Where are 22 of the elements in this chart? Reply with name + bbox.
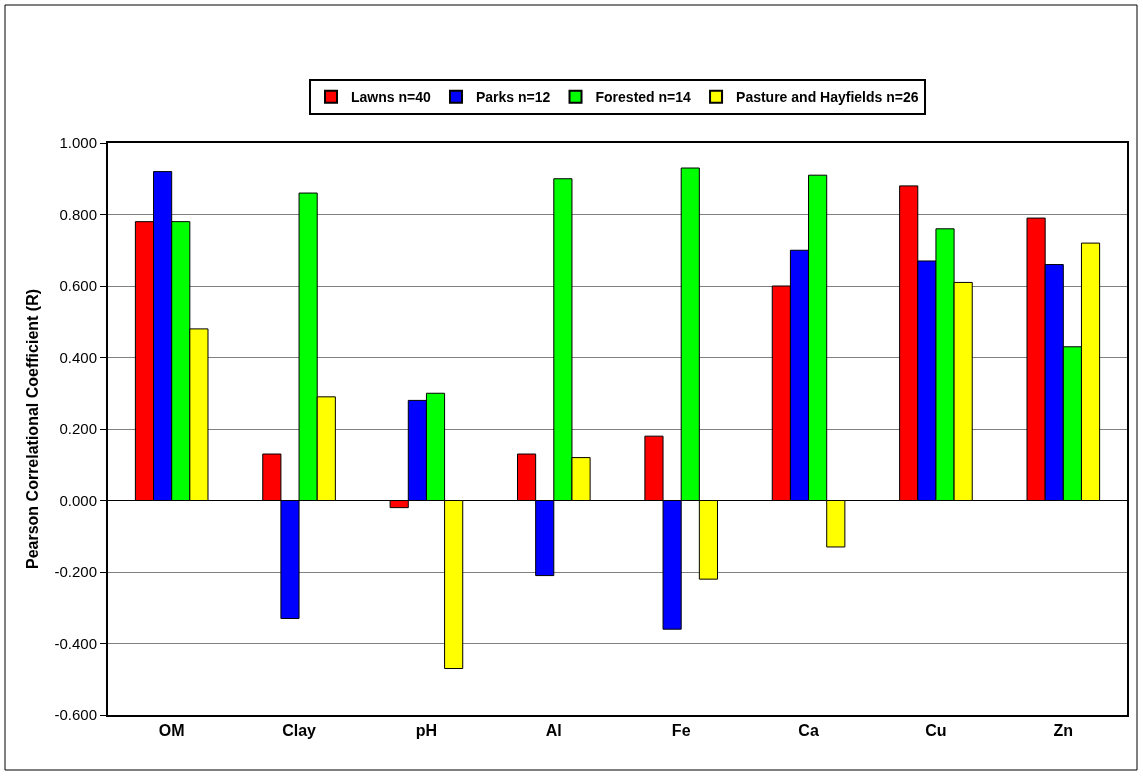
x-tick-label: OM <box>158 722 185 740</box>
x-tick-label: Fe <box>671 722 691 740</box>
y-tick-label: 0.800 <box>59 205 97 223</box>
x-tick-label: Al <box>545 722 562 740</box>
legend-label: Parks n=12 <box>475 89 551 106</box>
y-axis-title: Pearson Correlational Coefficient (R) <box>23 288 41 570</box>
legend-label: Forested n=14 <box>595 89 692 106</box>
x-tick-label: Ca <box>798 722 819 740</box>
y-tick-label: -0.400 <box>54 634 97 652</box>
y-tick-label: -0.600 <box>54 706 97 724</box>
y-tick-label: 0.600 <box>59 277 97 295</box>
legend-label: Pasture and Hayfields n=26 <box>736 89 919 106</box>
x-tick-label: Zn <box>1053 722 1074 740</box>
y-tick-label: 0.200 <box>59 420 97 438</box>
x-tick-label: Clay <box>282 722 317 740</box>
legend-label: Lawns n=40 <box>351 89 431 106</box>
x-tick-label: pH <box>415 722 438 740</box>
y-tick-label: -0.200 <box>54 563 97 581</box>
y-tick-label: 1.000 <box>59 134 97 152</box>
y-tick-label: 0.400 <box>59 348 97 366</box>
y-tick-label: 0.000 <box>59 491 97 509</box>
x-tick-label: Cu <box>925 722 947 740</box>
